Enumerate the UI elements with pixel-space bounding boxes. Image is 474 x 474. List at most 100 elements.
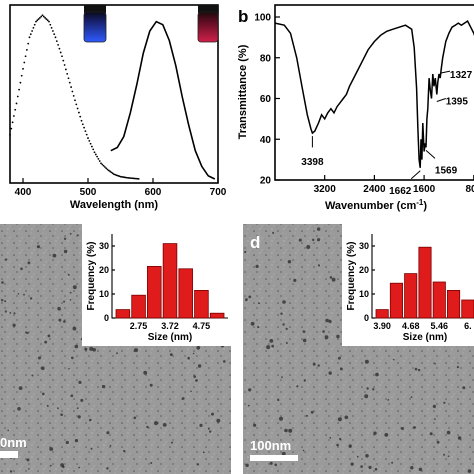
- tem-particle: [84, 347, 88, 351]
- d-inset-bar: [447, 289, 461, 319]
- panel-a-absorption-point: [48, 20, 50, 23]
- tem-particle: [287, 260, 292, 264]
- panel-a-absorption-point: [135, 177, 138, 180]
- tem-particle: [274, 463, 278, 467]
- panel-a-absorption-point: [63, 64, 66, 66]
- tem-particle: [337, 417, 342, 422]
- panel-a-x-axis-label: Wavelength (nm): [70, 199, 159, 211]
- tem-particle: [106, 467, 109, 470]
- tem-particle: [36, 245, 41, 249]
- tem-particle: [302, 330, 306, 333]
- tem-particle: [41, 366, 45, 371]
- panel-a-absorption-point: [79, 115, 82, 118]
- tem-particle: [365, 454, 369, 458]
- panel-a-absorption-point: [26, 49, 28, 51]
- panel-a-absorption-point: [105, 167, 108, 170]
- vial-red-image: [197, 5, 219, 43]
- tem-particle: [250, 321, 255, 326]
- tem-particle: [197, 364, 202, 368]
- tem-particle: [410, 396, 413, 398]
- panel-a-absorption-point: [92, 148, 95, 151]
- panel-a-absorption-point: [91, 145, 93, 148]
- panel-a-absorption-point: [39, 16, 41, 19]
- tem-particle: [71, 356, 74, 360]
- tem-particle: [26, 458, 30, 462]
- tem-particle: [312, 238, 315, 242]
- panel-a-absorption-point: [18, 88, 20, 91]
- tem-particle: [106, 431, 110, 435]
- d-inset-x-axis-label: Size (nm): [403, 332, 447, 343]
- panel-a-absorption-point: [133, 177, 136, 180]
- panel-a-absorption-point: [67, 77, 70, 80]
- c-inset-x-tick-label: 3.72: [161, 321, 179, 331]
- tem-particle: [279, 416, 283, 421]
- panel-a-absorption-point: [53, 33, 56, 36]
- tem-particle: [133, 416, 137, 420]
- tem-particle: [146, 425, 149, 429]
- panel-a-absorption-point: [85, 133, 88, 136]
- tem-particle: [456, 366, 459, 369]
- panel-a-absorption-point: [55, 40, 58, 43]
- tem-particle: [282, 323, 285, 326]
- tem-particle: [418, 467, 423, 472]
- panel-a-absorption-point: [68, 81, 71, 84]
- tem-particle: [78, 466, 81, 469]
- panel-a-x-tick-label: 400: [15, 187, 32, 198]
- tem-particle: [29, 297, 33, 300]
- tem-particle: [384, 433, 389, 437]
- tem-particle: [303, 379, 306, 382]
- c-inset-bar: [209, 312, 225, 319]
- tem-particle: [350, 462, 354, 466]
- tem-particle: [336, 334, 340, 339]
- panel-b-x-tick-label: 800: [465, 184, 474, 195]
- tem-particle: [434, 362, 436, 365]
- tem-particle: [277, 398, 280, 402]
- tem-particle: [360, 465, 363, 468]
- tem-particle: [302, 338, 307, 343]
- tem-particle: [109, 444, 112, 447]
- tem-particle: [356, 455, 359, 458]
- panel-b-ticks: 3200 2400 1600 800 20 40 60 80 100: [254, 13, 474, 195]
- tem-particle: [392, 358, 395, 361]
- panel-a-absorption-point: [132, 177, 135, 180]
- panel-a-absorption-point: [101, 163, 104, 166]
- tem-particle: [434, 418, 436, 420]
- tem-particle: [5, 258, 8, 261]
- d-inset-y-tick-label: 30: [359, 241, 369, 251]
- panel-b-annotation-label: 3398: [301, 157, 324, 168]
- tem-particle: [90, 447, 93, 450]
- panel-a-absorption-point: [97, 157, 100, 160]
- tem-particle: [429, 432, 433, 436]
- panel-a-absorption-point: [50, 26, 53, 29]
- panel-a-absorption-point: [32, 26, 35, 29]
- c-inset-bar: [147, 265, 162, 319]
- panel-a-absorption-point: [130, 177, 132, 180]
- d-inset-x-tick-label: 5.46: [431, 321, 449, 331]
- panel-a-absorption-point: [127, 176, 130, 179]
- tem-particle: [69, 232, 72, 235]
- panel-b-annotations: 3398 1662 1569 1395 1327: [301, 70, 472, 197]
- tem-particle: [248, 388, 252, 392]
- tem-particle: [63, 237, 67, 240]
- panel-a-absorption-point: [98, 160, 101, 162]
- tem-particle: [49, 464, 52, 467]
- tem-particle: [446, 430, 451, 435]
- tem-particle: [62, 465, 65, 469]
- tem-particle: [284, 428, 288, 433]
- panel-b-x-axis-label: Wavenumber (cm-1): [325, 198, 427, 212]
- panel-a-absorption-point: [44, 16, 46, 19]
- tem-particle: [368, 465, 372, 469]
- tem-particle: [149, 383, 153, 387]
- tem-particle: [199, 423, 203, 427]
- panel-a-absorption-point: [20, 74, 23, 77]
- tem-particle: [65, 440, 69, 445]
- d-inset-bar: [432, 281, 446, 319]
- panel-a-absorption-point: [70, 86, 72, 88]
- c-inset-x-tick-label: 4.75: [193, 321, 211, 331]
- tem-particle: [373, 431, 377, 435]
- tem-particle: [38, 356, 41, 360]
- panel-b-y-axis-label: Transmittance (%): [237, 44, 249, 139]
- d-inset-y-tick-label: 20: [359, 265, 369, 275]
- tem-particle: [216, 418, 221, 423]
